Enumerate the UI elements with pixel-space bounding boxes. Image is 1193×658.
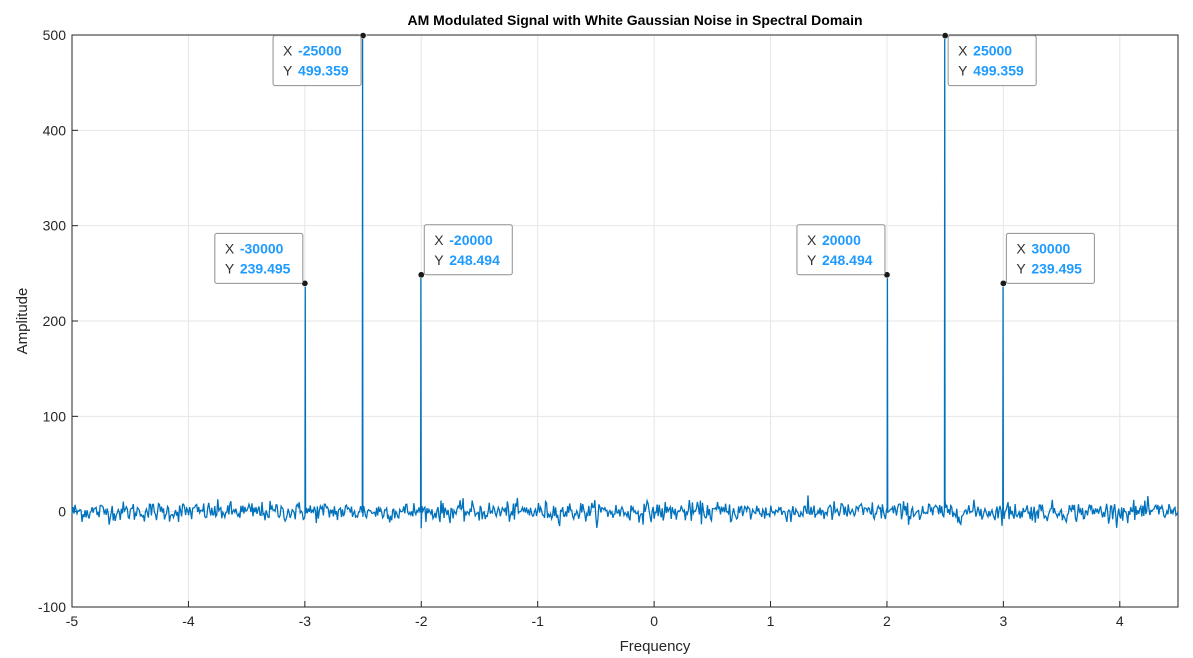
x-tick-label: 3 <box>999 613 1007 629</box>
datatip-y-key: Y <box>283 63 293 79</box>
datatip-x-value: 20000 <box>822 232 861 248</box>
datatip-x-key: X <box>283 43 293 59</box>
y-ticks: -100 0 100 200 300 400 500 <box>38 27 78 615</box>
y-tick-label: 100 <box>43 408 67 424</box>
datatip-y-key: Y <box>434 252 444 268</box>
x-tick-label: 0 <box>650 613 658 629</box>
datatip[interactable]: X 20000 Y 248.494 <box>796 224 886 276</box>
datatip-box <box>796 224 886 276</box>
datatip-x-key: X <box>434 232 444 248</box>
datatip-x-value: 25000 <box>973 43 1012 59</box>
datatips: X -30000 Y 239.495 X -25000 Y 499.359 X -20000 Y 24… <box>214 35 1095 284</box>
datatip-y-value: 239.495 <box>240 260 291 276</box>
x-tick-label: 1 <box>767 613 775 629</box>
x-tick-label: -3 <box>299 613 312 629</box>
datatip-box <box>423 224 513 276</box>
datatip[interactable]: X 25000 Y 499.359 <box>947 35 1037 87</box>
x-tick-label: -5 <box>66 613 79 629</box>
datatip-box <box>1005 232 1095 284</box>
x-ticks: -5 -4 -3 -2 -1 0 1 2 3 4 <box>66 601 1124 629</box>
datatip-y-value: 248.494 <box>449 252 500 268</box>
datatip-y-value: 499.359 <box>298 63 349 79</box>
x-tick-label: 4 <box>1116 613 1124 629</box>
datatip-y-value: 239.495 <box>1031 260 1082 276</box>
datatip-y-value: 499.359 <box>973 63 1024 79</box>
y-tick-label: 200 <box>43 313 67 329</box>
y-axis-label: Amplitude <box>14 288 31 355</box>
datatip-y-key: Y <box>225 260 235 276</box>
x-axis-label: Frequency <box>620 638 691 655</box>
datatip-y-key: Y <box>807 252 817 268</box>
datatip[interactable]: X -30000 Y 239.495 <box>214 232 304 284</box>
datatip-x-value: 30000 <box>1031 240 1070 256</box>
datatip[interactable]: X 30000 Y 239.495 <box>1005 232 1095 284</box>
x-tick-label: -2 <box>415 613 428 629</box>
datatip-y-value: 248.494 <box>822 252 873 268</box>
datatip-x-value: -25000 <box>298 43 342 59</box>
y-tick-label: 0 <box>58 504 66 520</box>
peak-marker[interactable] <box>941 32 949 40</box>
datatip-x-key: X <box>225 240 235 256</box>
peak-marker[interactable] <box>417 271 425 279</box>
datatip-x-key: X <box>807 232 817 248</box>
x-tick-label: 2 <box>883 613 891 629</box>
datatip-x-value: -20000 <box>449 232 493 248</box>
x-tick-label: -1 <box>531 613 544 629</box>
datatip-x-value: -30000 <box>240 240 284 256</box>
datatip-box <box>214 232 304 284</box>
y-tick-label: 400 <box>43 122 67 138</box>
grid-layer <box>71 34 1178 608</box>
y-tick-label: 500 <box>43 27 67 43</box>
y-tick-label: -100 <box>38 599 66 615</box>
datatip-box <box>272 35 362 87</box>
datatip-y-key: Y <box>958 63 968 79</box>
signal-line <box>71 35 1179 529</box>
datatip[interactable]: X -25000 Y 499.359 <box>272 35 362 87</box>
datatip-x-key: X <box>1016 240 1026 256</box>
datatip[interactable]: X -20000 Y 248.494 <box>423 224 513 276</box>
x-tick-label: -4 <box>182 613 195 629</box>
datatip-y-key: Y <box>1016 260 1026 276</box>
y-tick-label: 300 <box>43 218 67 234</box>
peak-marker[interactable] <box>999 279 1007 287</box>
datatip-x-key: X <box>958 43 968 59</box>
datatip-box <box>947 35 1037 87</box>
chart-title: AM Modulated Signal with White Gaussian … <box>407 12 862 28</box>
